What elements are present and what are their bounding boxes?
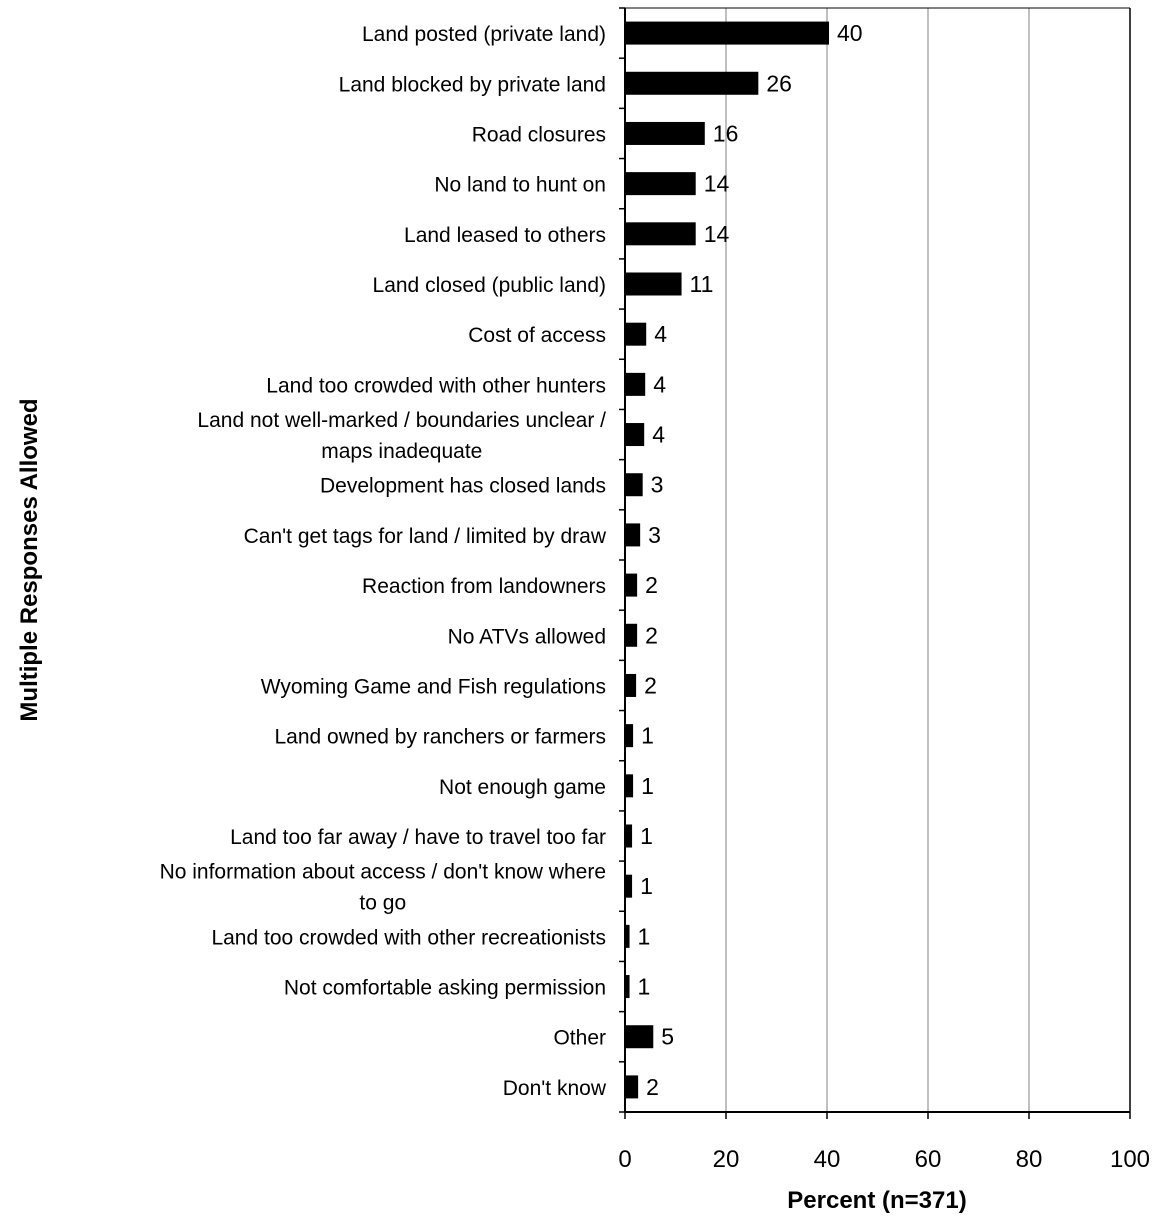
category-label: Land posted (private land) [362, 23, 606, 46]
category-label: Land owned by ranchers or farmers [275, 726, 607, 749]
category-label: No ATVs allowed [448, 625, 606, 648]
value-label: 11 [690, 271, 714, 297]
bar [625, 372, 646, 396]
value-label: 2 [646, 1074, 659, 1100]
category-label: Land too crowded with other recreationis… [211, 926, 606, 949]
category-label: Reaction from landowners [362, 575, 606, 598]
category-label: Cost of access [468, 324, 606, 347]
value-label: 2 [644, 672, 657, 698]
x-axis-title: Percent (n=371) [787, 1187, 966, 1214]
category-label: maps inadequate [321, 440, 482, 463]
value-label: 1 [640, 873, 653, 899]
bar [625, 121, 705, 145]
bar [625, 1025, 654, 1049]
value-label: 1 [640, 823, 653, 849]
bar [625, 673, 637, 697]
bar [625, 724, 634, 748]
value-label: 2 [645, 622, 658, 648]
x-tick-label: 80 [1016, 1146, 1043, 1173]
bar [625, 272, 682, 296]
bar [625, 924, 630, 948]
bar [625, 623, 638, 647]
category-label: to go [359, 892, 406, 915]
x-tick-label: 20 [713, 1146, 740, 1173]
value-label: 3 [651, 472, 664, 498]
value-label: 14 [704, 171, 730, 197]
category-label: Wyoming Game and Fish regulations [261, 675, 606, 698]
bar [625, 423, 645, 447]
value-label: 1 [638, 974, 651, 1000]
category-label: Not comfortable asking permission [284, 977, 606, 1000]
value-label: 4 [652, 422, 665, 448]
category-label: Land closed (public land) [373, 274, 606, 297]
value-label: 40 [837, 20, 863, 46]
value-label: 5 [661, 1024, 674, 1050]
category-label: Land blocked by private land [339, 73, 606, 96]
category-label: Development has closed lands [320, 475, 606, 498]
y-axis-title: Multiple Responses Allowed [16, 398, 43, 721]
category-label: Don't know [503, 1077, 607, 1100]
value-label: 16 [713, 120, 739, 146]
bar [625, 21, 830, 45]
category-label: Road closures [472, 123, 606, 146]
category-label: Land too crowded with other hunters [266, 374, 606, 397]
value-label: 1 [641, 773, 654, 799]
bar [625, 975, 630, 999]
value-label: 2 [645, 572, 658, 598]
x-tick-label: 100 [1110, 1146, 1150, 1173]
x-tick-labels: 0 20 40 60 80 100 [618, 1146, 1150, 1173]
value-label: 26 [766, 70, 792, 96]
bar [625, 874, 633, 898]
bar [625, 774, 634, 798]
bar [625, 172, 696, 196]
grid-lines [725, 8, 1131, 1112]
bars [625, 21, 830, 1099]
bar [625, 473, 643, 497]
bar [625, 222, 696, 246]
bar [625, 1075, 639, 1099]
value-label: 1 [641, 723, 654, 749]
value-label: 3 [648, 522, 661, 548]
x-tick-label: 40 [814, 1146, 841, 1173]
category-label: Land too far away / have to travel too f… [230, 826, 606, 849]
category-label: Other [553, 1027, 606, 1050]
category-label: Land leased to others [404, 224, 606, 247]
bar [625, 71, 759, 95]
axes [619, 7, 1131, 1119]
category-labels: Land posted (private land) Land blocked b… [160, 23, 607, 1100]
category-label: Land not well-marked / boundaries unclea… [197, 409, 606, 432]
category-label: No information about access / don't know… [160, 861, 606, 884]
x-tick-label: 60 [915, 1146, 942, 1173]
bar [625, 523, 641, 547]
value-label: 4 [654, 321, 667, 347]
bar [625, 824, 633, 848]
value-label: 1 [638, 923, 651, 949]
category-label: Can't get tags for land / limited by dra… [244, 525, 607, 548]
value-label: 4 [653, 371, 666, 397]
bar [625, 573, 638, 597]
category-label: Not enough game [439, 776, 606, 799]
category-label: No land to hunt on [434, 174, 606, 197]
x-tick-label: 0 [618, 1146, 631, 1173]
value-label: 14 [704, 221, 730, 247]
bar [625, 322, 647, 346]
